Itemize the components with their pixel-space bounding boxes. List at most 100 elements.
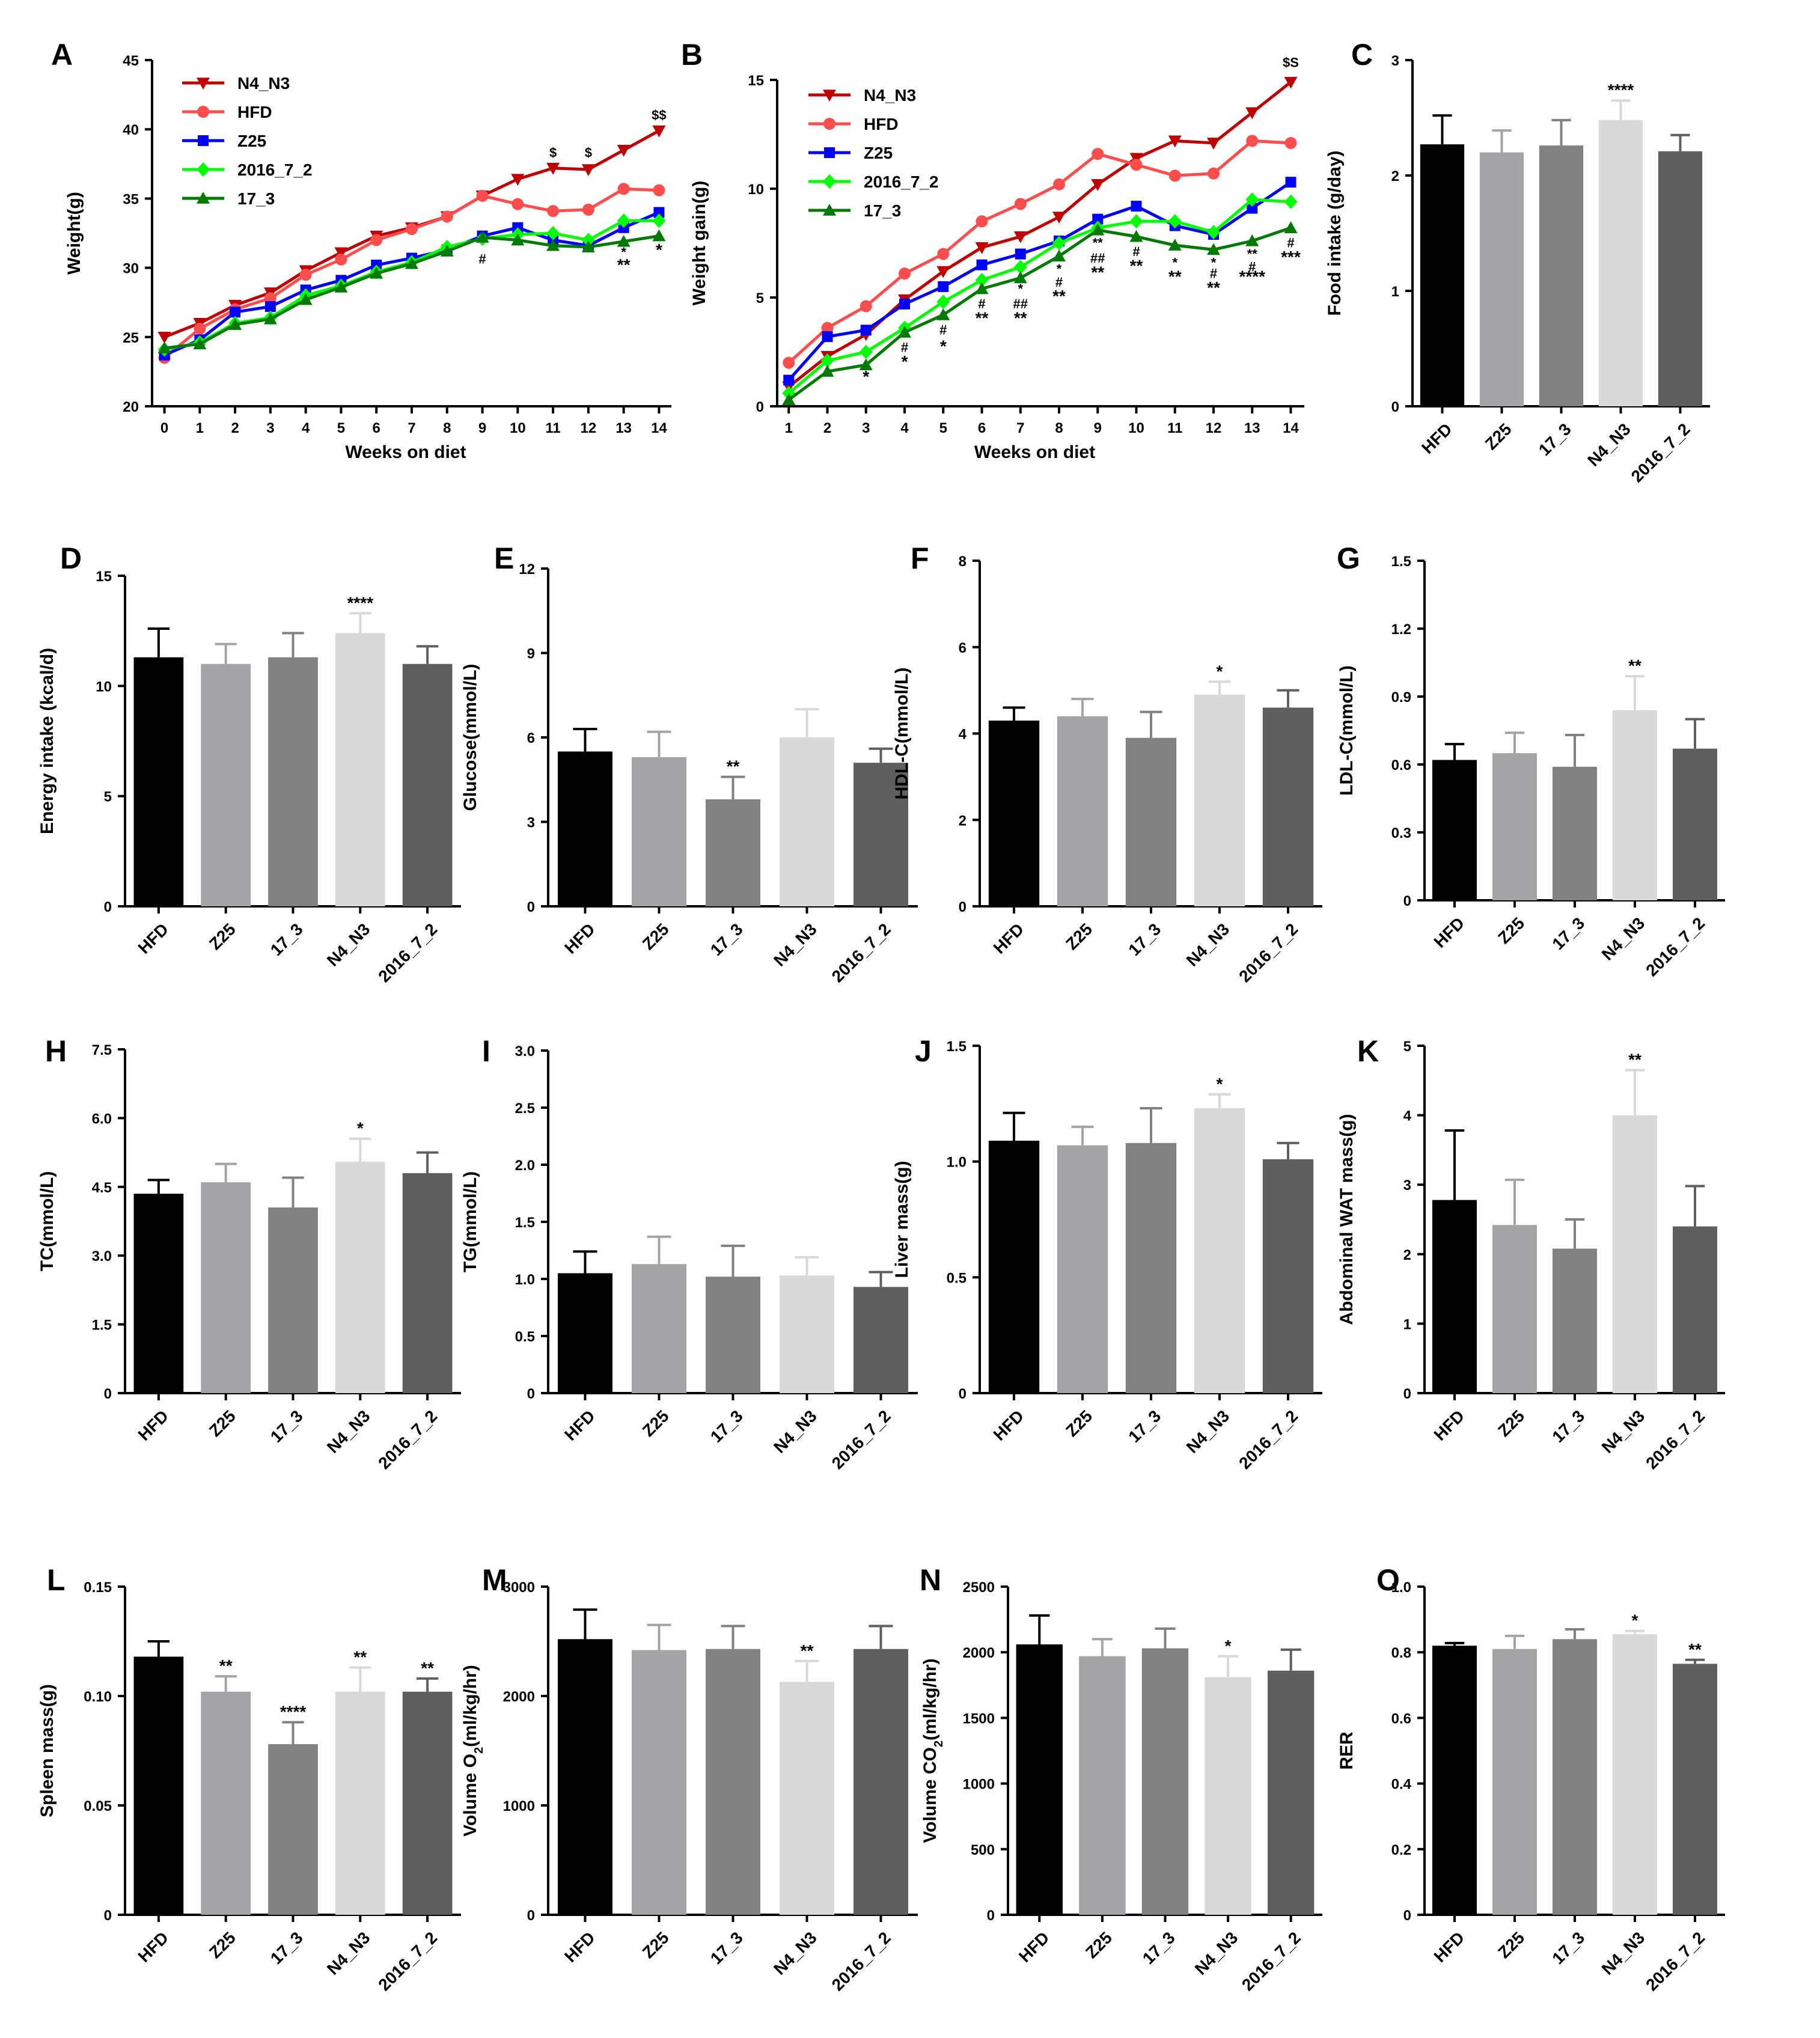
- significance-marker: ****: [1608, 81, 1634, 99]
- significance-marker: *: [863, 367, 869, 386]
- x-category-label: Z25: [639, 1406, 673, 1440]
- x-category-label: Z25: [1494, 1406, 1528, 1440]
- y-tick-label: 0.4: [1391, 1777, 1412, 1793]
- y-tick-label: 0: [1403, 1386, 1411, 1402]
- panel-letter: B: [681, 38, 703, 72]
- x-tick-label: 11: [545, 420, 560, 436]
- x-category-label: 2016_7_2: [828, 1928, 894, 1994]
- y-tick-label: 1.5: [515, 1215, 535, 1231]
- x-category-label: 2016_7_2: [374, 1406, 441, 1472]
- data-point: [1092, 213, 1104, 225]
- bar: [1125, 737, 1177, 906]
- x-category-label: HFD: [561, 1928, 599, 1966]
- panel-letter: E: [494, 542, 514, 575]
- x-tick-label: 4: [900, 420, 909, 436]
- bar: [1125, 1143, 1177, 1393]
- data-point: [1168, 214, 1182, 229]
- y-axis-label: Liver mass(g): [892, 1161, 912, 1278]
- bar: [853, 1649, 909, 1915]
- panel-letter: H: [45, 1034, 67, 1068]
- x-category-label: 2016_7_2: [1642, 1928, 1708, 1994]
- x-tick-label: 11: [1167, 420, 1182, 436]
- data-point: [1052, 249, 1066, 262]
- data-point: [1091, 223, 1105, 236]
- x-category-label: Z25: [1494, 914, 1528, 947]
- significance-marker: **: [1130, 257, 1143, 275]
- x-tick-label: 6: [978, 420, 986, 436]
- bar: [1613, 1634, 1657, 1915]
- data-point: [899, 267, 911, 280]
- legend-marker: [197, 192, 210, 204]
- bar: [1057, 716, 1108, 906]
- significance-marker: *: [1217, 1075, 1223, 1093]
- data-point: [1284, 76, 1298, 89]
- x-category-label: 2016_7_2: [828, 920, 894, 986]
- y-tick-label: 3: [1391, 53, 1399, 69]
- legend-label: HFD: [864, 115, 899, 133]
- bar-chart-panel-O: O 0 0.2 0.4 0.6 0.8 1.0 RER HFD Z25 17_3 N4_N3 * 2016…: [1337, 1563, 1725, 1994]
- significance-marker: $: [585, 145, 592, 160]
- bar-chart-panel-C: C 0 1 2 3 Food intake (g/day) HFD Z25 17_3 N4_N3 *…: [1325, 38, 1710, 486]
- x-category-label: N4_N3: [770, 1928, 820, 1979]
- x-category-label: 2016_7_2: [1628, 419, 1694, 486]
- data-point: [937, 248, 950, 260]
- legend-label: 17_3: [237, 189, 275, 208]
- x-category-label: Z25: [1062, 920, 1096, 953]
- data-point: [1168, 169, 1181, 182]
- significance-marker: *: [357, 1119, 364, 1138]
- x-tick-label: 10: [510, 420, 526, 436]
- y-tick-label: 0.2: [1391, 1842, 1411, 1858]
- data-point: [335, 253, 347, 266]
- bar: [1432, 1646, 1477, 1915]
- y-tick-label: 0: [527, 899, 535, 915]
- legend-label: Z25: [237, 132, 266, 150]
- y-tick-label: 0.5: [515, 1329, 535, 1345]
- y-tick-label: 6: [527, 730, 535, 746]
- bar: [268, 1207, 318, 1393]
- y-tick-label: 2: [1403, 1247, 1411, 1263]
- data-point: [370, 234, 383, 246]
- data-point: [1015, 248, 1026, 260]
- bar: [402, 1691, 453, 1915]
- y-tick-label: 0: [987, 1908, 995, 1924]
- significance-marker: **: [1091, 263, 1104, 281]
- data-point: [1091, 178, 1105, 191]
- bar: [1492, 1649, 1537, 1915]
- x-category-label: 17_3: [707, 920, 747, 959]
- y-tick-label: 1.2: [1391, 621, 1411, 638]
- bar: [1205, 1677, 1251, 1915]
- bar: [1016, 1644, 1063, 1915]
- significance-marker: ***: [1281, 248, 1301, 266]
- y-tick-label: 1: [1403, 1316, 1411, 1332]
- legend: N4_N3 HFD Z25 2016_7_2 17_3: [808, 86, 939, 220]
- data-point: [1245, 192, 1259, 207]
- x-tick-label: 9: [1094, 420, 1102, 436]
- y-tick-label: 0.10: [84, 1689, 112, 1705]
- significance-marker: #: [1248, 260, 1256, 275]
- bar: [1262, 707, 1314, 906]
- bar: [133, 657, 184, 906]
- x-category-label: Z25: [639, 1928, 673, 1962]
- x-category-label: 2016_7_2: [1238, 1928, 1304, 1994]
- bar: [1553, 1248, 1597, 1393]
- x-category-label: Z25: [1062, 1406, 1096, 1440]
- bar-chart-panel-N: N 0 500 1000 1500 2000 2500 Volume CO2(ml/kg/hr…: [920, 1563, 1322, 1994]
- significance-marker: *: [621, 245, 626, 260]
- series-line-HFD: [787, 139, 1291, 364]
- data-point: [334, 247, 348, 260]
- x-category-label: N4_N3: [1183, 920, 1233, 970]
- data-point: [1168, 135, 1182, 148]
- y-tick-label: 5: [1403, 1039, 1411, 1055]
- x-category-label: HFD: [1015, 1928, 1053, 1966]
- y-axis-label-main: Volume O: [460, 1754, 480, 1837]
- data-point: [582, 203, 594, 216]
- significance-marker: **: [801, 1641, 814, 1660]
- significance-marker: **: [1093, 236, 1104, 251]
- data-point: [1247, 203, 1258, 214]
- data-point: [1052, 236, 1066, 251]
- bar: [335, 633, 385, 906]
- data-point: [1013, 260, 1027, 275]
- x-category-label: 2016_7_2: [1235, 1406, 1301, 1472]
- y-tick-label: 2: [959, 813, 966, 829]
- y-tick-label: 4.5: [92, 1180, 112, 1196]
